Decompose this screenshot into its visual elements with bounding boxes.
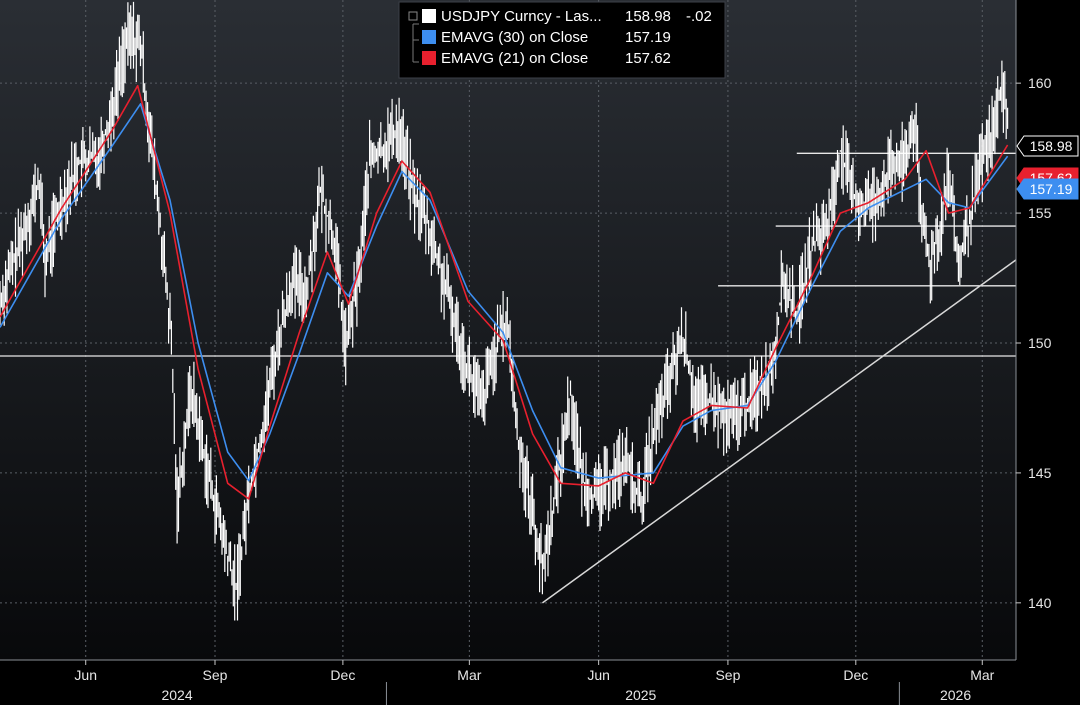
x-tick-label: Jun [74,667,97,683]
ema21-line [0,84,1009,500]
ema30-line [0,103,1009,482]
tag-value: 157.19 [1030,181,1073,197]
x-tick-label: Jun [587,667,610,683]
y-tick-label: 150 [1028,335,1052,351]
y-tick-label: 145 [1028,465,1052,481]
legend-swatch [422,9,436,23]
plot-background [0,0,1016,660]
collapse-toggle-icon [408,11,418,21]
trendline [541,259,1017,604]
last-value-tag: 158.98 [1016,135,1079,157]
legend-value: 157.19 [625,29,671,46]
tag-box [1016,135,1079,157]
y-tick-label: 140 [1028,595,1052,611]
grid-lines [0,0,1016,660]
x-tick-label: Mar [457,667,481,683]
legend-swatch [422,30,436,44]
legend: USDJPY Curncy - Las... 158.98 -.02 EMAVG (3… [398,1,726,79]
price-bars [0,1,1009,621]
year-label: 2025 [625,687,656,703]
legend-entry: EMAVG (21) on Close 157.62 [422,50,671,67]
last-value-tag: 157.19 [1016,178,1079,200]
legend-entry: EMAVG (30) on Close 157.19 [422,29,671,46]
x-tick-label: Mar [970,667,994,683]
axes: 140 145 150 155 160 Jun Sep Dec Mar Jun Sep Dec Mar 2… [0,0,1052,705]
tag-value: 158.98 [1030,138,1073,154]
y-tick-label: 155 [1028,205,1052,221]
legend-swatch [422,51,436,65]
year-label: 2024 [161,687,192,703]
year-label: 2026 [940,687,971,703]
tag-box [1016,178,1079,200]
x-tick-label: Dec [843,667,868,683]
x-tick-label: Sep [203,667,228,683]
legend-change: -.02 [686,8,712,25]
legend-label: EMAVG (21) on Close [441,50,588,67]
legend-tree-lines [412,23,419,63]
legend-box [398,1,726,79]
legend-value: 157.62 [625,50,671,67]
legend-label: EMAVG (30) on Close [441,29,588,46]
legend-label: USDJPY Curncy - Las... [441,8,602,25]
legend-entry: USDJPY Curncy - Las... 158.98 -.02 [422,8,712,25]
legend-value: 158.98 [625,8,671,25]
x-tick-label: Dec [330,667,355,683]
series-lines [0,1,1009,621]
x-tick-label: Sep [715,667,740,683]
y-tick-label: 160 [1028,75,1052,91]
